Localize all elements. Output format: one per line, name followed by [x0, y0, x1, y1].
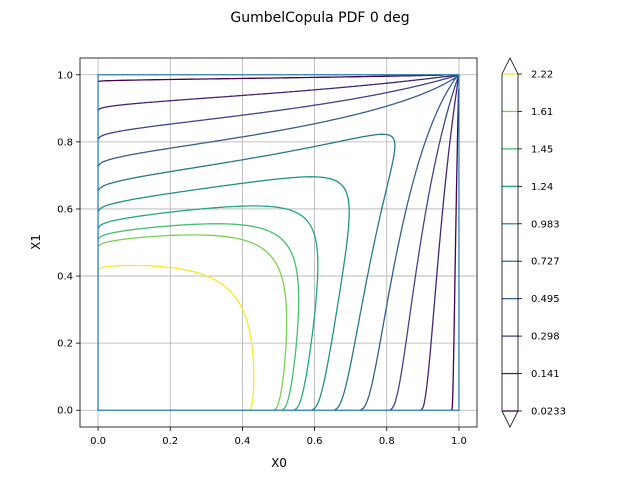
contour-level-0: [97, 74, 460, 411]
x-tick-label: 0.0: [90, 436, 106, 447]
colorbar-outline: [501, 57, 519, 428]
colorbar-tick-label: 1.45: [531, 144, 553, 155]
contour-level-5: [97, 176, 350, 411]
colorbar-segment: [502, 186, 518, 224]
x-axis-label: X0: [271, 456, 287, 470]
y-tick-label: 1.0: [57, 70, 73, 81]
contour-level-6: [97, 205, 319, 411]
y-axis-label: X1: [29, 234, 43, 250]
contour-lines: [97, 74, 460, 411]
domain-box: [97, 74, 460, 411]
colorbar-tick-label: 0.141: [531, 369, 560, 380]
colorbar-tick-label: 0.727: [531, 257, 560, 268]
colorbar-tick-label: 1.61: [531, 107, 553, 118]
colorbar-tick-label: 2.22: [531, 70, 553, 81]
colorbar-tick-label: 0.983: [531, 219, 560, 230]
colorbar-segment: [502, 373, 518, 411]
contour-level-3: [97, 74, 460, 411]
colorbar-tick-label: 0.0233: [531, 407, 566, 418]
colorbar: 0.0233 0.141 0.298 0.495 0.727 0.983 1.24 1.45 1…: [501, 57, 566, 428]
contour-level-2: [97, 74, 460, 411]
x-tick-label: 1.0: [451, 436, 467, 447]
colorbar-segment: [502, 148, 518, 187]
x-tick-label: 0.4: [234, 436, 250, 447]
colorbar-segment: [502, 298, 518, 337]
colorbar-segment: [502, 223, 518, 262]
contour-level-7: [97, 223, 300, 411]
colorbar-segment: [502, 74, 518, 112]
axes-frame: [79, 57, 478, 428]
x-tick-label: 0.2: [162, 436, 178, 447]
y-tick-label: 0.2: [57, 339, 73, 350]
x-tick-label: 0.6: [307, 436, 323, 447]
colorbar-tick-label: 0.495: [531, 294, 560, 305]
y-tick-label: 0.4: [57, 272, 73, 283]
contour-level-9: [97, 264, 255, 411]
plot-area: 0.0 0.2 0.4 0.6 0.8 1.0 0.0 0.2 0.4 0.6 0.8 1.0: [57, 57, 478, 447]
colorbar-segment: [502, 111, 518, 149]
x-tick-label: 0.8: [379, 436, 395, 447]
y-tick-label: 0.6: [57, 204, 73, 215]
contour-level-1: [97, 74, 460, 411]
contour-level-4: [97, 133, 396, 411]
colorbar-segment: [502, 336, 518, 374]
colorbar-tick-label: 1.24: [531, 182, 553, 193]
y-tick-label: 0.0: [57, 406, 73, 417]
chart-title: GumbelCopula PDF 0 deg: [230, 10, 409, 26]
colorbar-segment: [502, 261, 518, 299]
colorbar-tick-label: 0.298: [531, 332, 560, 343]
y-tick-label: 0.8: [57, 137, 73, 148]
contour-level-8: [97, 234, 288, 411]
